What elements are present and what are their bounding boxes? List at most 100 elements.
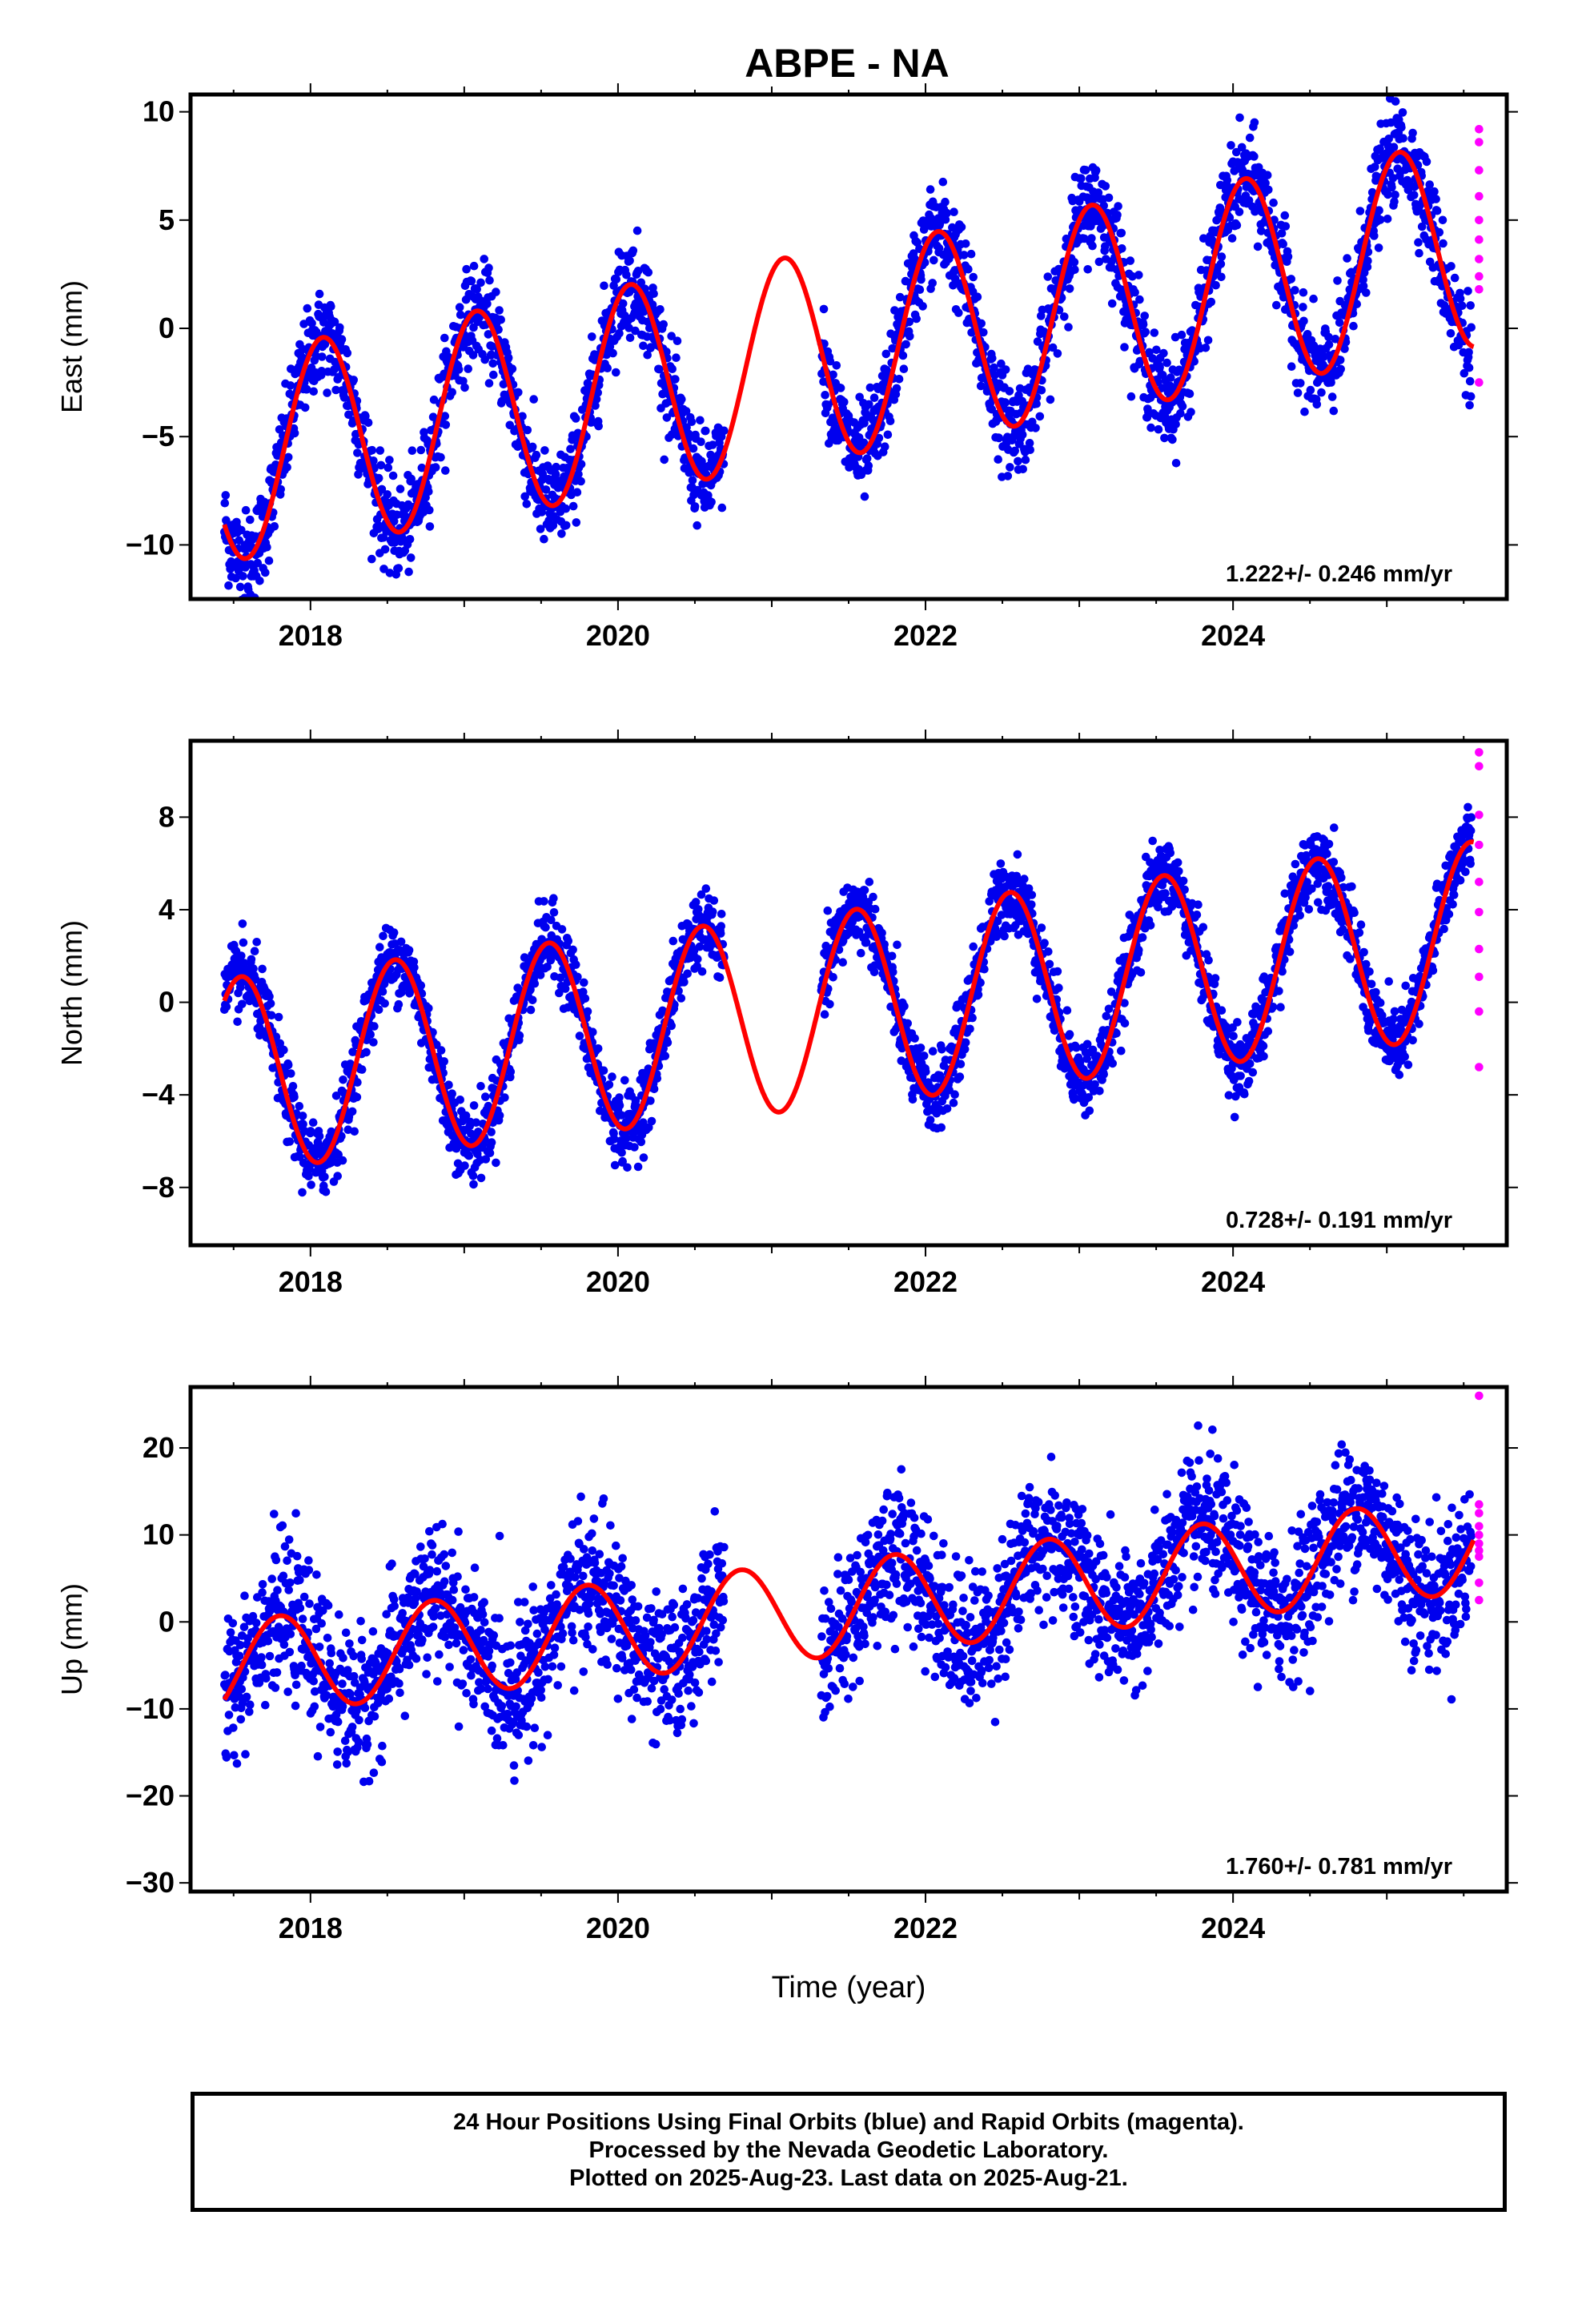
final-orbit-point — [1031, 424, 1040, 432]
final-orbit-point — [467, 276, 476, 286]
final-orbit-point — [603, 364, 612, 373]
final-orbit-point — [404, 946, 414, 955]
final-orbit-point — [1001, 398, 1010, 408]
final-orbit-point — [1363, 263, 1372, 271]
y-tick-label: 10 — [143, 95, 175, 128]
final-orbit-point — [625, 256, 634, 265]
final-orbit-point — [928, 1047, 938, 1055]
final-orbit-point — [1269, 198, 1278, 207]
final-orbit-point — [1046, 395, 1055, 404]
final-orbit-point — [840, 397, 849, 407]
final-orbit-point — [1212, 215, 1221, 225]
final-orbit-point — [246, 515, 255, 525]
final-orbit-point — [572, 488, 582, 497]
final-orbit-point — [1450, 273, 1460, 283]
final-orbit-point — [615, 328, 624, 338]
final-orbit-point — [662, 413, 672, 422]
final-orbit-point — [425, 505, 434, 515]
final-orbit-point — [540, 534, 548, 544]
final-orbit-point — [1296, 379, 1305, 388]
final-orbit-point — [461, 1111, 471, 1120]
final-orbit-point — [1430, 187, 1439, 196]
final-orbit-point — [977, 319, 986, 328]
final-orbit-point — [560, 984, 570, 993]
final-orbit-point — [239, 959, 249, 967]
final-orbit-point — [548, 521, 558, 530]
final-orbit-point — [1051, 275, 1060, 285]
final-orbit-point — [905, 317, 914, 327]
final-orbit-point — [1431, 195, 1440, 203]
final-orbit-point — [375, 943, 384, 951]
final-orbit-point — [661, 1051, 670, 1060]
final-orbit-point — [997, 359, 1006, 368]
final-orbit-point — [1010, 446, 1019, 456]
final-orbit-point — [357, 1065, 367, 1074]
final-orbit-point — [908, 263, 917, 272]
final-orbit-point — [469, 1101, 479, 1110]
final-orbit-point — [1120, 1019, 1130, 1028]
x-tick-label: 2018 — [279, 619, 343, 652]
final-orbit-point — [543, 963, 552, 971]
final-orbit-point — [353, 1078, 362, 1087]
final-orbit-point — [1112, 1029, 1121, 1038]
final-orbit-point — [916, 1043, 926, 1052]
final-orbit-point — [1014, 456, 1022, 466]
final-orbit-point — [1126, 392, 1136, 401]
final-orbit-point — [832, 361, 841, 370]
final-orbit-point — [950, 207, 958, 217]
final-orbit-point — [485, 1148, 495, 1157]
final-orbit-point — [1335, 356, 1345, 364]
final-orbit-point — [1277, 229, 1287, 238]
final-orbit-point — [436, 452, 445, 462]
final-orbit-point — [561, 504, 570, 513]
final-orbit-point — [677, 395, 686, 404]
final-orbit-point — [1018, 464, 1027, 474]
final-orbit-point — [1375, 144, 1384, 153]
y-tick-label: 5 — [159, 203, 175, 236]
rapid-orbit-point — [1475, 255, 1484, 263]
final-orbit-point — [949, 1098, 958, 1108]
final-orbit-point — [1027, 891, 1037, 899]
final-orbit-point — [612, 368, 620, 377]
final-orbit-point — [389, 928, 399, 937]
final-orbit-point — [1065, 284, 1074, 293]
final-orbit-point — [253, 558, 263, 568]
final-orbit-point — [646, 1096, 655, 1105]
final-orbit-point — [496, 315, 505, 324]
final-orbit-point — [238, 919, 247, 928]
final-orbit-point — [276, 485, 286, 494]
final-orbit-point — [536, 525, 545, 533]
final-orbit-point — [1263, 171, 1272, 179]
final-orbit-point — [1230, 1112, 1239, 1122]
final-orbit-point — [339, 387, 348, 396]
final-orbit-point — [609, 1135, 619, 1144]
final-orbit-point — [1387, 118, 1395, 127]
final-orbit-point — [1303, 330, 1312, 339]
final-orbit-point — [1211, 974, 1220, 983]
final-orbit-point — [1389, 143, 1399, 151]
final-orbit-point — [616, 1111, 626, 1120]
final-orbit-point — [304, 1172, 313, 1180]
final-orbit-point — [469, 261, 479, 271]
final-orbit-point — [821, 391, 829, 400]
final-orbit-point — [1154, 903, 1162, 912]
final-orbit-point — [1335, 318, 1344, 328]
final-orbit-point — [1447, 262, 1456, 271]
final-orbit-point — [1216, 259, 1226, 268]
final-orbit-point — [448, 388, 456, 397]
final-orbit-point — [1020, 875, 1029, 883]
final-orbit-point — [1299, 316, 1308, 326]
final-orbit-point — [370, 1022, 379, 1031]
final-orbit-point — [1399, 134, 1407, 143]
final-orbit-point — [1161, 889, 1170, 898]
final-orbit-point — [620, 1076, 629, 1085]
final-orbit-point — [618, 299, 628, 308]
final-orbit-point — [942, 208, 951, 218]
final-orbit-point — [416, 445, 426, 455]
final-orbit-point — [407, 474, 416, 484]
final-orbit-point — [1018, 430, 1027, 440]
final-orbit-point — [369, 1038, 378, 1047]
final-orbit-point — [1037, 923, 1046, 932]
final-orbit-point — [912, 314, 921, 324]
